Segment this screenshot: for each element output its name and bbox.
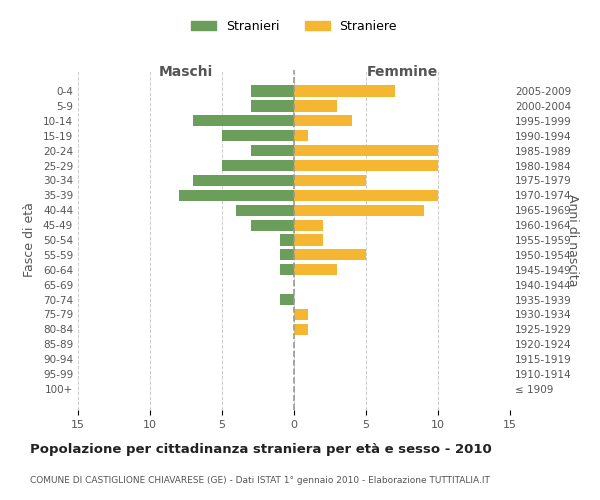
Bar (294, 234, 323, 246)
Y-axis label: Fasce di età: Fasce di età (23, 202, 36, 278)
Bar (294, 145, 438, 156)
Bar (179, 190, 294, 201)
Bar (236, 204, 294, 216)
Text: Femmine: Femmine (367, 65, 437, 79)
Bar (294, 204, 424, 216)
Bar (193, 115, 294, 126)
Bar (294, 115, 352, 126)
Text: Maschi: Maschi (159, 65, 213, 79)
Y-axis label: Anni di nascita: Anni di nascita (566, 194, 578, 286)
Bar (280, 294, 294, 305)
Bar (294, 309, 308, 320)
Bar (294, 86, 395, 96)
Bar (222, 160, 294, 171)
Bar (294, 100, 337, 112)
Bar (280, 234, 294, 246)
Bar (222, 130, 294, 141)
Bar (294, 190, 438, 201)
Text: Popolazione per cittadinanza straniera per età e sesso - 2010: Popolazione per cittadinanza straniera p… (30, 442, 492, 456)
Bar (280, 250, 294, 260)
Text: COMUNE DI CASTIGLIONE CHIAVARESE (GE) - Dati ISTAT 1° gennaio 2010 - Elaborazion: COMUNE DI CASTIGLIONE CHIAVARESE (GE) - … (30, 476, 490, 485)
Bar (251, 220, 294, 230)
Bar (193, 175, 294, 186)
Bar (294, 130, 308, 141)
Bar (294, 250, 366, 260)
Bar (294, 220, 323, 230)
Bar (294, 175, 366, 186)
Bar (294, 160, 438, 171)
Bar (251, 86, 294, 96)
Bar (251, 145, 294, 156)
Bar (294, 324, 308, 335)
Bar (294, 264, 337, 276)
Bar (280, 264, 294, 276)
Bar (251, 100, 294, 112)
Legend: Stranieri, Straniere: Stranieri, Straniere (186, 15, 402, 38)
